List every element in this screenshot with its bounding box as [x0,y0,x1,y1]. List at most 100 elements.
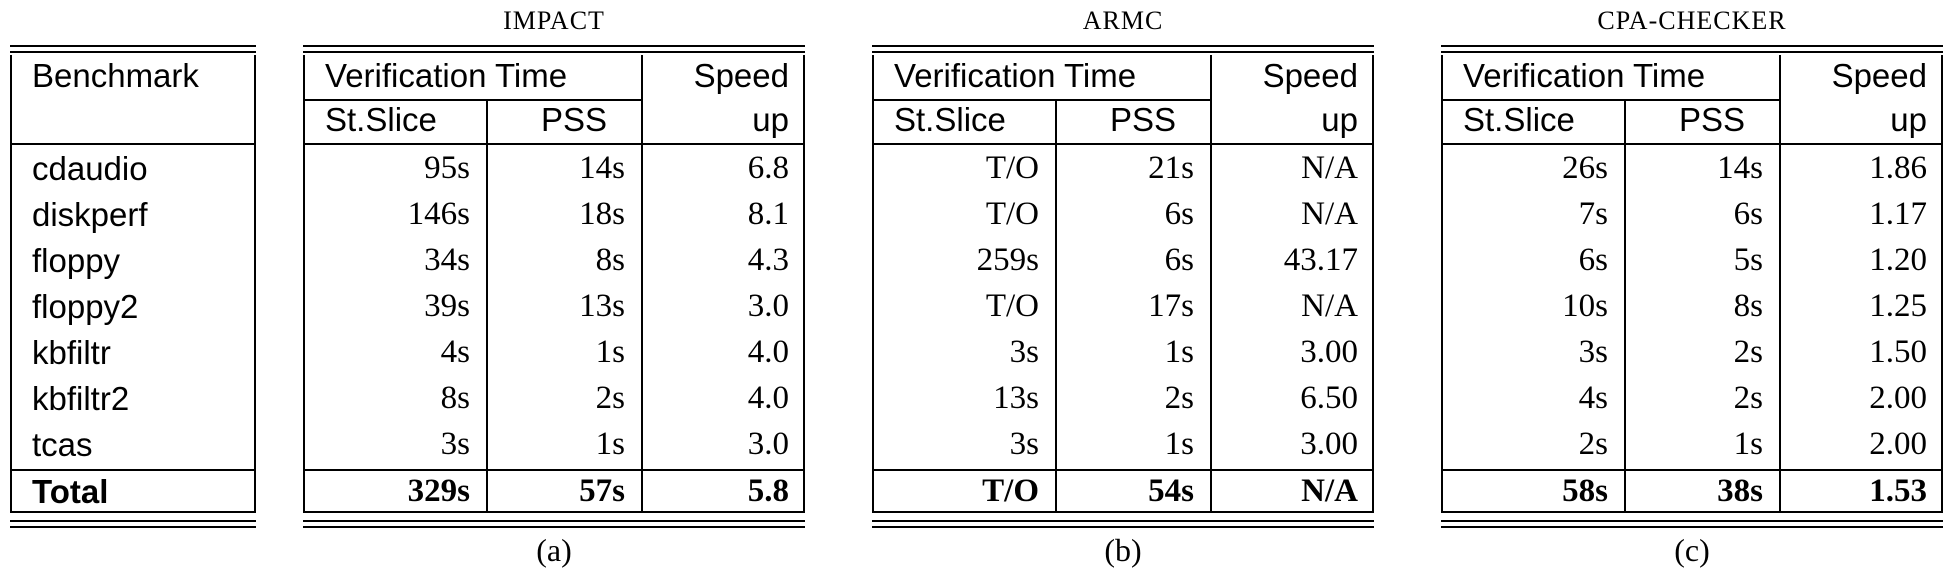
speedup-cell: 1.20 [1869,242,1927,278]
total-speedup-cell: 5.8 [747,473,789,509]
column-divider [1779,55,1781,511]
st-slice-cell: 6s [1578,242,1608,278]
pss-cell: 21s [1148,150,1194,186]
pss-cell: 6s [1164,196,1194,232]
pss-cell: 5s [1733,242,1763,278]
up-header: up [752,101,789,138]
top-rule [303,51,805,53]
speed-header: Speed [1831,57,1927,94]
speedup-cell: 2.00 [1869,380,1927,416]
pss-cell: 2s [1733,380,1763,416]
st-slice-cell: 4s [440,334,470,370]
header-rule [303,99,641,101]
total-pss-cell: 38s [1717,473,1763,509]
total-pss-cell: 54s [1148,473,1194,509]
speedup-cell: 3.0 [747,426,789,462]
total-rule [872,469,1374,471]
speedup-cell: 4.0 [747,380,789,416]
st-slice-cell: 10s [1562,288,1608,324]
benchmark-name: cdaudio [32,150,148,187]
column-divider [1055,99,1057,511]
table-tool-title: IMPACT [503,6,605,35]
speed-header: Speed [1262,57,1358,94]
bottom-rule [872,520,1374,522]
pss-cell: 6s [1733,196,1763,232]
st-slice-cell: 8s [440,380,470,416]
st-slice-cell: 146s [407,196,470,232]
table-impact: IMPACT Verification Time St.Slice PSS Speed u… [303,0,805,574]
pss-cell: 2s [1164,380,1194,416]
speedup-cell: 3.0 [747,288,789,324]
table-tool-title: ARMC [1082,6,1164,35]
header-rule [1441,99,1779,101]
speedup-cell: 1.25 [1869,288,1927,324]
header-rule [872,143,1374,145]
total-st-slice-cell: T/O [982,473,1039,509]
benchmark-name: diskperf [32,196,148,233]
speedup-cell: N/A [1301,288,1358,324]
speedup-cell: 1.86 [1869,150,1927,186]
total-pss-cell: 57s [579,473,625,509]
table-caption: (b) [1104,532,1142,568]
total-speedup-cell: 1.53 [1869,473,1927,509]
pss-cell: 14s [579,150,625,186]
table-frame [1441,55,1943,511]
bottom-rule [872,526,1374,528]
header-rule [1441,143,1943,145]
table-tool-title: CPA-CHECKER [1597,6,1787,35]
total-st-slice-cell: 58s [1562,473,1608,509]
st-slice-cell: 3s [440,426,470,462]
st-slice-cell: 259s [976,242,1039,278]
total-st-slice-cell: 329s [407,473,470,509]
speedup-cell: 2.00 [1869,426,1927,462]
top-rule [1441,45,1943,47]
top-rule [872,45,1374,47]
pss-cell: 1s [1164,334,1194,370]
st-slice-cell: 3s [1578,334,1608,370]
table-frame [872,55,1374,511]
table-cpa-checker: CPA-CHECKER Verification Time St.Slice PSS S… [1441,0,1943,574]
table-frame [303,55,805,511]
table-caption: (a) [536,532,572,568]
pss-cell: 6s [1164,242,1194,278]
speedup-cell: 1.17 [1869,196,1927,232]
pss-cell: 2s [595,380,625,416]
pss-cell: 18s [579,196,625,232]
speedup-cell: 4.3 [747,242,789,278]
speed-header: Speed [693,57,789,94]
verification-time-header: Verification Time [325,57,568,94]
verification-time-header: Verification Time [894,57,1137,94]
column-divider [1624,99,1626,511]
benchmark-name: floppy2 [32,288,139,325]
st-slice-cell: 3s [1009,334,1039,370]
benchmark-name: tcas [32,426,93,463]
bottom-rule [303,526,805,528]
verification-time-header: Verification Time [1463,57,1706,94]
bottom-rule [1441,520,1943,522]
st-slice-cell: 2s [1578,426,1608,462]
bottom-rule [1441,526,1943,528]
speedup-cell: 6.50 [1300,380,1358,416]
top-rule [872,51,1374,53]
pss-cell: 1s [595,334,625,370]
pss-header: PSS [1679,101,1746,138]
header-rule [303,143,805,145]
pss-cell: 8s [1733,288,1763,324]
st-slice-cell: 95s [424,150,470,186]
pss-cell: 1s [595,426,625,462]
pss-cell: 1s [1733,426,1763,462]
st-slice-header: St.Slice [1463,101,1575,138]
bottom-rule [872,511,1374,513]
speedup-cell: 6.8 [747,150,789,186]
benchmark-name: kbfiltr2 [32,380,130,417]
st-slice-cell: T/O [985,196,1039,232]
column-divider [1210,55,1212,511]
benchmark-name: kbfiltr [32,334,111,371]
bottom-rule [303,520,805,522]
pss-header: PSS [1110,101,1177,138]
column-divider [486,99,488,511]
pss-cell: 8s [595,242,625,278]
st-slice-cell: 7s [1578,196,1608,232]
st-slice-cell: 13s [993,380,1039,416]
table-caption: (c) [1674,532,1710,568]
